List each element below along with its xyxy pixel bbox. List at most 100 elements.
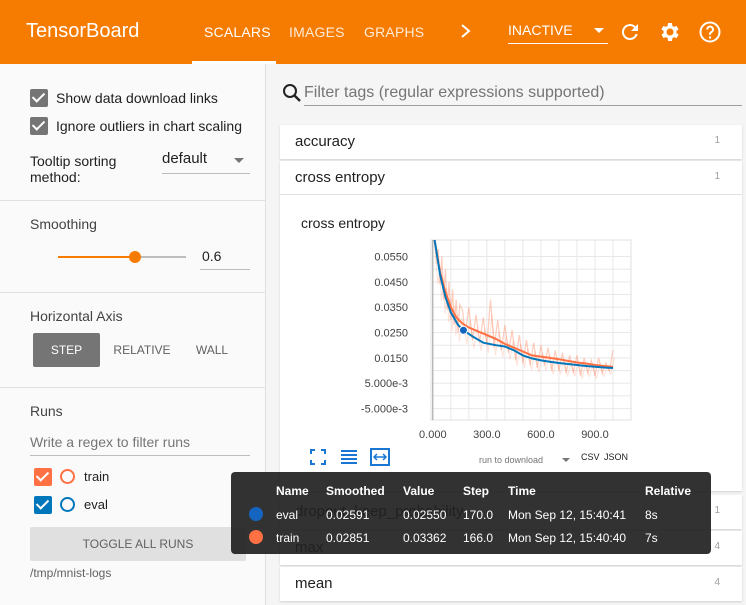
runs-title: Runs [30, 403, 63, 419]
search-icon [282, 83, 302, 103]
tooltip-sorting-label: Tooltip sorting [30, 153, 117, 169]
fit-domain-icon[interactable] [370, 447, 390, 467]
top-app-bar: TensorBoard SCALARS IMAGES GRAPHS INACTI… [0, 0, 746, 64]
active-tab-indicator [192, 61, 276, 64]
tooltip-row-time: Mon Sep 12, 15:40:40 [508, 531, 627, 545]
tooltip-eval-swatch [249, 507, 263, 521]
axis-relative-button[interactable]: RELATIVE [113, 343, 171, 357]
smoothing-slider-fill [58, 256, 135, 258]
show-download-links-checkbox[interactable] [30, 89, 48, 107]
x-tick-label: 600.0 [527, 429, 555, 441]
chevron-down-icon[interactable] [562, 458, 570, 462]
tooltip-train-swatch [249, 530, 263, 544]
smoothing-slider-thumb[interactable] [128, 251, 141, 263]
chevron-down-icon [594, 28, 604, 33]
chart-tooltip: Name Smoothed Value Step Time Relative e… [231, 472, 711, 554]
y-tick-label: 0.0250 [374, 328, 408, 340]
smoothing-slider[interactable] [58, 251, 186, 263]
y-tick-label: 0.0150 [374, 353, 408, 365]
inactive-dashboards-select[interactable]: INACTIVE [508, 22, 608, 44]
tab-scalars[interactable]: SCALARS [204, 24, 271, 40]
tooltip-header-value: Value [403, 484, 435, 498]
ignore-outliers-label: Ignore outliers in chart scaling [56, 118, 242, 134]
category-card-accuracy[interactable]: accuracy 1 [280, 125, 742, 159]
tab-graphs[interactable]: GRAPHS [364, 24, 425, 40]
y-tick-label: -5.000e-3 [361, 404, 408, 416]
tooltip-row-step: 166.0 [463, 531, 494, 545]
axis-wall-button[interactable]: WALL [195, 343, 229, 357]
download-csv-link[interactable]: CSV [581, 452, 600, 462]
run-train-radio[interactable] [60, 469, 75, 484]
y-tick-label: 0.0350 [374, 302, 408, 314]
x-tick-label: 0.000 [419, 429, 447, 441]
divider [0, 292, 266, 293]
tooltip-header-relative: Relative [645, 484, 692, 498]
tooltip-header-name: Name [276, 484, 309, 498]
tooltip-row-smoothed: 0.02851 [326, 531, 370, 545]
plot-frame [430, 239, 632, 421]
show-download-links-label: Show data download links [56, 90, 218, 106]
tooltip-sorting-label-2: method: [30, 169, 81, 185]
tooltip-row-name: train [276, 531, 300, 545]
category-count: 4 [714, 541, 720, 552]
refresh-icon[interactable] [618, 20, 642, 44]
train-raw-line [435, 263, 615, 379]
toggle-all-runs-button[interactable]: TOGGLE ALL RUNS [30, 527, 246, 561]
tooltip-row-relative: 7s [645, 531, 658, 545]
help-icon[interactable] [698, 20, 722, 44]
divider [280, 194, 742, 195]
chevron-right-icon[interactable] [458, 20, 474, 48]
run-train-label: train [84, 469, 110, 484]
horizontal-axis-title: Horizontal Axis [30, 308, 123, 324]
download-run-select[interactable]: run to download [479, 455, 544, 465]
cross-entropy-chart[interactable]: 0.0550 0.0450 0.0350 0.0250 0.0150 5.000e-3 -5… [355, 235, 655, 445]
divider [0, 387, 266, 388]
ignore-outliers-checkbox[interactable] [30, 117, 48, 135]
sidebar: Show data download links Ignore outliers… [0, 64, 266, 605]
axis-step-button[interactable]: STEP [33, 333, 100, 367]
x-tick-label: 300.0 [473, 429, 501, 441]
fullscreen-icon[interactable] [308, 447, 328, 467]
toggle-log-scale-icon[interactable] [339, 447, 359, 467]
runs-filter-input[interactable]: Write a regex to filter runs [30, 430, 250, 456]
tooltip-sorting-select[interactable]: default [162, 150, 250, 174]
download-json-link[interactable]: JSON [604, 452, 629, 462]
tooltip-row-smoothed: 0.02591 [326, 508, 370, 522]
eval-highlight-point [458, 325, 468, 335]
tooltip-row-name: eval [276, 508, 299, 522]
y-tick-label: 0.0550 [374, 251, 408, 263]
smoothing-value-input[interactable]: 0.6 [200, 246, 250, 270]
category-title: mean [295, 575, 333, 592]
smoothing-title: Smoothing [30, 216, 97, 232]
settings-icon[interactable] [658, 20, 682, 44]
divider [0, 200, 266, 201]
run-eval-radio[interactable] [60, 497, 75, 512]
category-count: 1 [714, 135, 720, 146]
tooltip-sorting-value: default [162, 150, 208, 167]
tooltip-header-smoothed: Smoothed [326, 484, 385, 498]
category-count: 4 [714, 577, 720, 588]
run-eval-checkbox[interactable] [34, 496, 52, 514]
inactive-select-value: INACTIVE [508, 22, 573, 38]
category-count: 1 [714, 171, 720, 182]
category-card-mean[interactable]: mean 4 [280, 567, 742, 601]
run-train-checkbox[interactable] [34, 468, 52, 486]
app-title: TensorBoard [26, 20, 140, 42]
category-card-cross-entropy[interactable]: cross entropy 1 [280, 161, 742, 491]
tooltip-row-value: 0.02550 [403, 508, 447, 522]
tooltip-row-relative: 8s [645, 508, 658, 522]
tooltip-row-time: Mon Sep 12, 15:40:41 [508, 508, 627, 522]
tooltip-header-step: Step [463, 484, 490, 498]
x-tick-label: 900.0 [581, 429, 609, 441]
tooltip-header-time: Time [508, 484, 536, 498]
chart-title: cross entropy [301, 215, 386, 231]
category-title: cross entropy [295, 169, 386, 186]
category-title: accuracy [295, 133, 356, 150]
y-tick-label: 0.0450 [374, 277, 408, 289]
train-smoothed-line [433, 239, 614, 368]
chevron-down-icon [234, 158, 244, 163]
category-count: 1 [714, 505, 720, 516]
tab-images[interactable]: IMAGES [289, 24, 345, 40]
logdir-path: /tmp/mnist-logs [30, 566, 112, 580]
filter-tags-input[interactable]: Filter tags (regular expressions support… [304, 80, 742, 106]
